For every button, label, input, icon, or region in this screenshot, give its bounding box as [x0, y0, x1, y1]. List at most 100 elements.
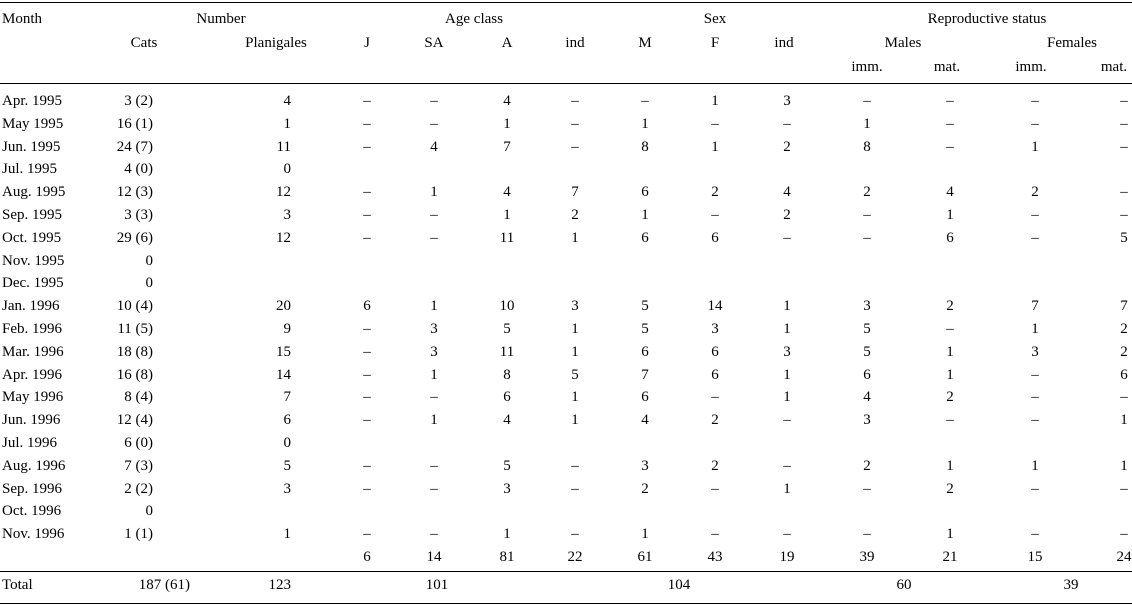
cell-males-imm: 5 [863, 321, 871, 337]
cell-cats: 29 (6) [116, 229, 153, 246]
cell-sex-ind: 1 [783, 366, 791, 383]
cell-planigales: 9 [283, 321, 292, 337]
header-age-ind: ind [565, 35, 585, 51]
cell-m: 6 [641, 229, 649, 246]
cell-month: Sep. 1995 [2, 207, 62, 223]
cell-planigales: 6 [283, 412, 292, 429]
header-month: Month [2, 11, 43, 27]
cell-females-imm: – [1031, 526, 1039, 543]
total-sex: 104 [667, 577, 691, 593]
cell-males-imm: 3 [863, 298, 871, 315]
cell-males-mat: 2 [946, 389, 954, 406]
cell-m: 8 [641, 138, 649, 155]
cell-planigales: 1 [283, 526, 292, 543]
cell-cats: 6 (0) [124, 435, 153, 451]
cell-sex-ind: 2 [783, 138, 791, 155]
subtotal-males-imm: 39 [859, 549, 875, 565]
cell-month: Jun. 1995 [2, 138, 61, 155]
subtotal-f: 43 [707, 549, 723, 565]
header-cats: Cats [130, 35, 158, 51]
cell-males-mat: 1 [946, 457, 954, 474]
cell-a: 4 [503, 184, 511, 201]
cell-sex-ind: 1 [783, 298, 791, 315]
cell-j: – [363, 343, 371, 360]
cell-a: 6 [503, 389, 511, 406]
cell-sa: – [430, 480, 438, 497]
cell-males-imm: 2 [863, 457, 871, 474]
cell-females-imm: – [1031, 412, 1039, 429]
cell-males-mat: – [946, 115, 954, 132]
cell-planigales: 15 [276, 343, 291, 360]
header-females-mat: mat. [1100, 59, 1128, 75]
cell-males-mat: 1 [946, 343, 954, 360]
header-females-imm: imm. [1015, 59, 1047, 75]
cell-month: Oct. 1996 [2, 503, 62, 520]
subtotal-a: 81 [499, 549, 515, 565]
cell-planigales: 0 [283, 435, 292, 451]
subtotal-m: 61 [637, 549, 653, 565]
cell-a: 8 [503, 366, 511, 383]
cell-f: 2 [711, 184, 719, 201]
cell-month: Oct. 1995 [2, 229, 62, 246]
cell-males-imm: 2 [863, 184, 871, 201]
cell-males-imm: 8 [863, 138, 871, 155]
cell-cats: 12 (3) [116, 184, 153, 201]
cell-females-imm: – [1031, 229, 1039, 246]
cell-sex-ind: 3 [783, 343, 791, 360]
cell-males-mat: – [946, 138, 954, 155]
cell-males-imm: – [863, 93, 871, 109]
cell-males-mat: – [946, 321, 954, 337]
header-males-imm: imm. [851, 59, 883, 75]
cell-males-mat: – [946, 93, 954, 109]
cell-females-imm: – [1031, 207, 1039, 223]
header-m: M [638, 35, 652, 51]
cell-j: – [363, 229, 371, 246]
subtotal-females-mat: 24 [1116, 549, 1132, 565]
cell-planigales: 1 [283, 115, 292, 132]
cell-cats: 1 (1) [124, 526, 153, 543]
cell-month: Aug. 1996 [2, 457, 66, 474]
cell-males-mat: 1 [946, 366, 954, 383]
cell-f: 3 [711, 321, 719, 337]
cell-age-ind: 1 [571, 229, 579, 246]
cell-females-imm: 7 [1031, 298, 1039, 315]
cell-month: Jul. 1995 [2, 161, 58, 178]
header-sa: SA [424, 35, 444, 51]
cell-cats: 0 [145, 252, 154, 269]
header-females: Females [1047, 35, 1097, 51]
cell-month: Feb. 1996 [2, 321, 62, 337]
cell-m: 7 [641, 366, 649, 383]
cell-females-mat: – [1120, 207, 1128, 223]
cell-cats: 8 (4) [124, 389, 153, 406]
cell-sa: 1 [430, 366, 438, 383]
subtotal-j: 6 [363, 549, 371, 565]
header-planigales: Planigales [245, 35, 307, 51]
cell-females-mat: 6 [1120, 366, 1128, 383]
cell-a: 5 [503, 321, 511, 337]
cell-cats: 4 (0) [124, 161, 153, 178]
cell-males-imm: – [863, 207, 871, 223]
cell-a: 11 [499, 229, 515, 246]
cell-females-mat: – [1120, 93, 1128, 109]
cell-males-imm: 5 [863, 343, 871, 360]
cell-m: 2 [641, 480, 649, 497]
cell-cats: 7 (3) [124, 457, 153, 474]
cell-j: – [363, 115, 371, 132]
cell-j: – [363, 321, 371, 337]
cell-m: 6 [641, 184, 649, 201]
cell-sex-ind: 2 [783, 207, 791, 223]
cell-sa: 3 [430, 343, 438, 360]
cell-cats: 0 [145, 275, 154, 292]
cell-females-imm: 1 [1031, 138, 1039, 155]
cell-females-mat: 1 [1120, 457, 1128, 474]
cell-planigales: 14 [276, 366, 291, 383]
total-age-class: 101 [425, 577, 449, 593]
header-rule [0, 83, 1132, 84]
cell-m: 1 [641, 207, 649, 223]
cell-a: 11 [499, 343, 515, 360]
cell-males-imm: 4 [863, 389, 871, 406]
cell-cats: 0 [145, 503, 154, 520]
total-label: Total [2, 577, 33, 593]
bottom-rule [0, 603, 1132, 604]
cell-month: Mar. 1996 [2, 343, 64, 360]
